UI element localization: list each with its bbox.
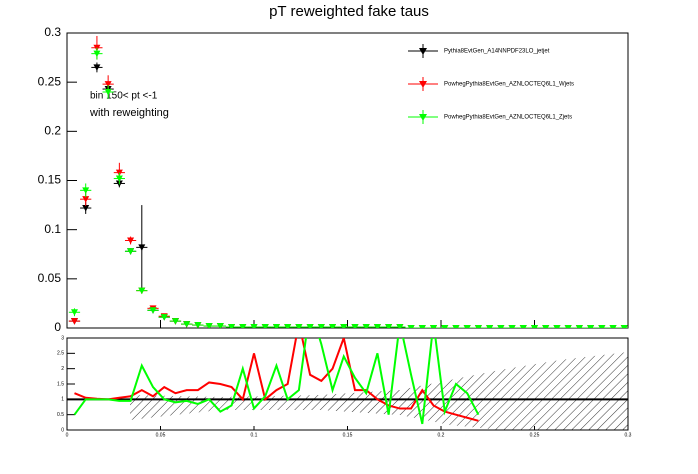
marker <box>418 325 426 328</box>
marker <box>407 325 415 328</box>
y-tick-label: 0.3 <box>44 25 61 39</box>
annotation: bin 150< pt <-1 <box>90 91 158 102</box>
marker <box>127 237 135 244</box>
marker <box>329 324 337 328</box>
marker <box>82 196 90 203</box>
marker <box>127 248 135 255</box>
ratio-y-tick-label: 1.5 <box>57 381 64 387</box>
x-tick-label: 0.05 <box>156 432 166 438</box>
y-tick-label: 0.15 <box>38 173 62 187</box>
marker <box>351 324 359 328</box>
uncertainty-band <box>130 352 628 430</box>
marker <box>519 325 527 328</box>
marker <box>82 205 90 212</box>
legend-label: PowhegPythia8EvtGen_AZNLOCTEQ6L1_Zjets <box>444 115 572 121</box>
marker <box>171 318 179 325</box>
marker <box>295 324 303 328</box>
marker <box>609 325 617 328</box>
markers <box>68 35 628 328</box>
marker <box>441 325 449 328</box>
legend-marker <box>419 114 427 121</box>
marker <box>104 81 112 88</box>
ratio-y-tick-label: 2 <box>61 366 64 372</box>
marker <box>306 324 314 328</box>
ratio-y-tick-label: 0.5 <box>57 412 64 418</box>
marker <box>138 244 146 251</box>
y-tick-label: 0 <box>54 320 61 334</box>
ratio-y-tick-label: 2.5 <box>57 351 64 357</box>
ratio-line <box>74 338 479 422</box>
marker <box>284 324 292 328</box>
marker <box>93 50 101 58</box>
marker <box>486 325 494 328</box>
ratio-y-tick-label: 1 <box>61 397 64 403</box>
marker <box>82 187 90 194</box>
legend-marker <box>419 81 427 88</box>
marker <box>575 325 583 328</box>
marker <box>396 324 404 328</box>
marker <box>508 325 516 328</box>
marker <box>474 325 482 328</box>
marker <box>261 324 269 328</box>
marker <box>70 309 78 316</box>
marker <box>160 314 168 321</box>
ratio-lines <box>67 338 628 425</box>
x-tick-label: 0.15 <box>343 432 353 438</box>
marker <box>149 307 157 314</box>
marker <box>138 287 146 295</box>
marker <box>272 324 280 328</box>
marker <box>93 64 101 71</box>
marker <box>587 325 595 328</box>
marker <box>620 325 628 328</box>
ratio-y-tick-label: 3 <box>61 335 64 341</box>
marker <box>553 325 561 328</box>
marker <box>194 322 202 328</box>
x-tick-label: 0.1 <box>251 432 258 438</box>
marker <box>228 324 236 328</box>
marker <box>317 324 325 328</box>
legend-label: PowhegPythia8EvtGen_AZNLOCTEQ6L1_Wjets <box>444 82 574 88</box>
y-tick-label: 0.2 <box>44 124 61 138</box>
marker <box>115 175 123 183</box>
marker <box>250 324 258 328</box>
marker <box>497 325 505 328</box>
ratio-y-tick-label: 0 <box>61 427 64 433</box>
y-tick-label: 0.05 <box>38 271 62 285</box>
ratio-line <box>73 338 480 425</box>
marker <box>340 324 348 328</box>
chart-title: pT reweighted fake taus <box>269 3 429 20</box>
marker <box>183 321 191 328</box>
legend-marker <box>419 48 427 55</box>
marker <box>542 325 550 328</box>
y-tick-label: 0.1 <box>44 222 61 236</box>
marker <box>216 323 224 328</box>
x-tick-label: 0.2 <box>438 432 445 438</box>
marker <box>373 324 381 328</box>
y-tick-label: 0.25 <box>38 74 62 88</box>
x-tick-label: 0.25 <box>530 432 540 438</box>
annotation: with reweighting <box>89 107 169 119</box>
x-tick-label: 0.3 <box>625 432 632 438</box>
marker <box>239 324 247 328</box>
marker <box>70 318 78 325</box>
marker <box>362 324 370 328</box>
legend-label: Pythia8EvtGen_A14NNPDF23LO_jetjet <box>444 49 550 55</box>
marker <box>430 325 438 328</box>
marker <box>452 325 460 328</box>
marker <box>385 324 393 328</box>
marker <box>205 323 213 328</box>
marker <box>564 325 572 328</box>
marker <box>598 325 606 328</box>
x-tick-label: 0 <box>66 432 69 438</box>
marker <box>104 89 112 96</box>
marker <box>463 325 471 328</box>
marker <box>531 325 538 328</box>
